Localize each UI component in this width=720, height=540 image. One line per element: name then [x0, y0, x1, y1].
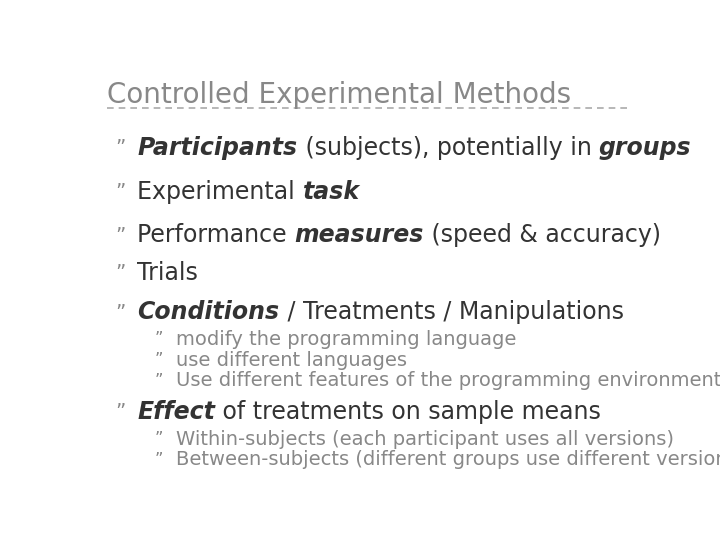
Text: Conditions: Conditions — [138, 300, 279, 324]
Text: ”: ” — [154, 372, 163, 390]
Text: (speed & accuracy): (speed & accuracy) — [424, 223, 661, 247]
Text: of treatments on sample means: of treatments on sample means — [215, 400, 601, 424]
Text: ”: ” — [115, 182, 125, 201]
Text: use different languages: use different languages — [176, 350, 408, 369]
Text: ”: ” — [115, 226, 125, 245]
Text: ”: ” — [154, 430, 163, 448]
Text: modify the programming language: modify the programming language — [176, 330, 517, 349]
Text: (subjects), potentially in: (subjects), potentially in — [297, 136, 599, 160]
Text: ”: ” — [115, 303, 125, 322]
Text: Trials: Trials — [138, 261, 198, 285]
Text: groups: groups — [599, 136, 691, 160]
Text: Effect: Effect — [138, 400, 215, 424]
Text: Controlled Experimental Methods: Controlled Experimental Methods — [107, 82, 571, 110]
Text: ”: ” — [154, 451, 163, 469]
Text: measures: measures — [294, 223, 424, 247]
Text: Between-subjects (different groups use different versions): Between-subjects (different groups use d… — [176, 450, 720, 469]
Text: / Treatments / Manipulations: / Treatments / Manipulations — [279, 300, 624, 324]
Text: ”: ” — [115, 402, 125, 422]
Text: ”: ” — [115, 263, 125, 282]
Text: Experimental: Experimental — [138, 180, 302, 204]
Text: ”: ” — [154, 330, 163, 348]
Text: Within-subjects (each participant uses all versions): Within-subjects (each participant uses a… — [176, 429, 675, 449]
Text: ”: ” — [115, 138, 125, 158]
Text: task: task — [302, 180, 360, 204]
Text: Participants: Participants — [138, 136, 297, 160]
Text: ”: ” — [154, 351, 163, 369]
Text: Use different features of the programming environment: Use different features of the programmin… — [176, 372, 720, 390]
Text: Performance: Performance — [138, 223, 294, 247]
